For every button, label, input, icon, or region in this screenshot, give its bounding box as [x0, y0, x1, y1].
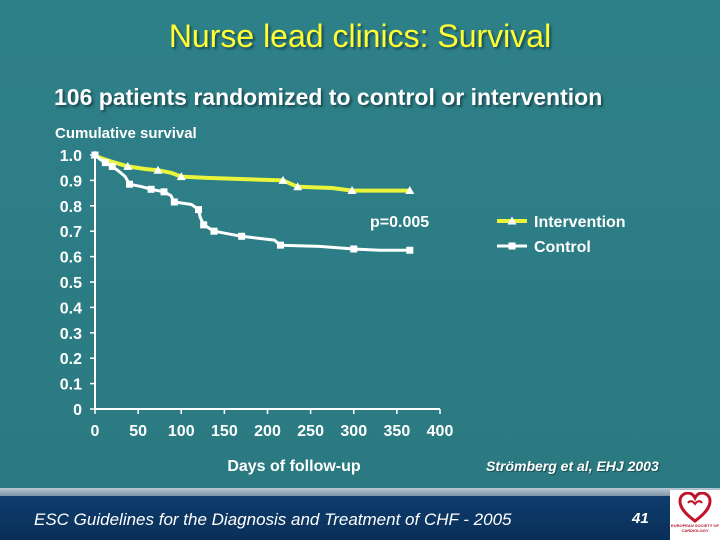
p-value-label: p=0.005 — [370, 214, 429, 231]
x-axis-label: Days of follow-up — [227, 458, 361, 475]
y-tick-label: 0.8 — [60, 199, 82, 216]
legend-label-control: Control — [534, 239, 591, 256]
control-point — [238, 232, 246, 240]
y-tick-label: 0.4 — [60, 300, 82, 317]
legend-item-control: Control — [497, 239, 591, 256]
control-point — [160, 188, 168, 196]
x-tick-label: 250 — [297, 423, 324, 440]
intervention-point — [278, 175, 288, 184]
y-tick-label: 0.2 — [60, 351, 82, 368]
intervention-point — [293, 182, 303, 191]
intervention-point — [176, 172, 186, 181]
x-tick-label: 350 — [384, 423, 411, 440]
control-line — [94, 153, 410, 252]
footer-divider — [0, 488, 720, 496]
heart-logo-icon — [678, 492, 712, 523]
legend: Intervention Control — [497, 214, 626, 256]
y-tick-label: 0.6 — [60, 250, 82, 267]
series-layer — [90, 150, 415, 254]
control-point — [195, 206, 202, 214]
axes: 0 0.1 0.2 0.3 0.4 0.5 0.6 0.7 0.8 0.9 1.0 0 50 100 150… — [60, 148, 454, 440]
slide-subtitle: 106 patients randomized to control or in… — [54, 84, 603, 110]
y-tick-label: 0.3 — [60, 326, 82, 343]
x-tick-label: 300 — [340, 423, 367, 440]
legend-item-intervention: Intervention — [497, 214, 626, 231]
y-tick-label: 1.0 — [60, 148, 82, 165]
control-point — [170, 198, 178, 206]
intervention-point — [123, 161, 133, 170]
intervention-point — [347, 186, 357, 195]
logo-text: EUROPEAN SOCIETY OF CARDIOLOGY — [671, 523, 719, 533]
y-tick-label: 0.5 — [60, 275, 82, 292]
control-point — [91, 151, 99, 159]
slide-title: Nurse lead clinics: Survival — [168, 18, 552, 54]
control-point — [200, 221, 208, 229]
x-tick-label: 100 — [168, 423, 195, 440]
control-point — [406, 246, 414, 254]
control-point — [210, 227, 218, 235]
x-tick-label: 400 — [427, 423, 454, 440]
legend-label-intervention: Intervention — [534, 214, 626, 231]
footer-text: ESC Guidelines for the Diagnosis and Tre… — [34, 510, 512, 529]
control-point — [126, 180, 133, 188]
y-tick-label: 0.7 — [60, 224, 82, 241]
control-point — [276, 241, 284, 249]
legend-marker-control — [508, 242, 516, 250]
control-point — [147, 185, 155, 193]
y-axis-label: Cumulative survival — [55, 125, 197, 142]
intervention-point — [153, 165, 163, 174]
intervention-point — [405, 186, 415, 195]
control-point — [350, 245, 358, 253]
y-tick-label: 0.1 — [60, 377, 82, 394]
citation: Strömberg et al, EHJ 2003 — [486, 458, 659, 474]
y-tick-label: 0 — [73, 402, 82, 419]
control-point — [108, 162, 116, 170]
y-tick-label: 0.9 — [60, 173, 82, 190]
footer-bar: ESC Guidelines for the Diagnosis and Tre… — [0, 496, 670, 540]
control-series — [91, 151, 414, 254]
slide: Nurse lead clinics: Survival 106 patient… — [0, 0, 720, 488]
survival-chart: Cumulative survival Days of follow-up p=… — [55, 125, 626, 475]
x-tick-label: 200 — [254, 423, 281, 440]
page-number: 41 — [632, 510, 649, 527]
x-tick-label: 50 — [129, 423, 147, 440]
esc-logo: EUROPEAN SOCIETY OF CARDIOLOGY — [670, 490, 720, 540]
x-tick-label: 0 — [91, 423, 100, 440]
legend-marker-intervention — [507, 216, 517, 225]
control-point — [101, 159, 109, 167]
x-tick-label: 150 — [211, 423, 238, 440]
